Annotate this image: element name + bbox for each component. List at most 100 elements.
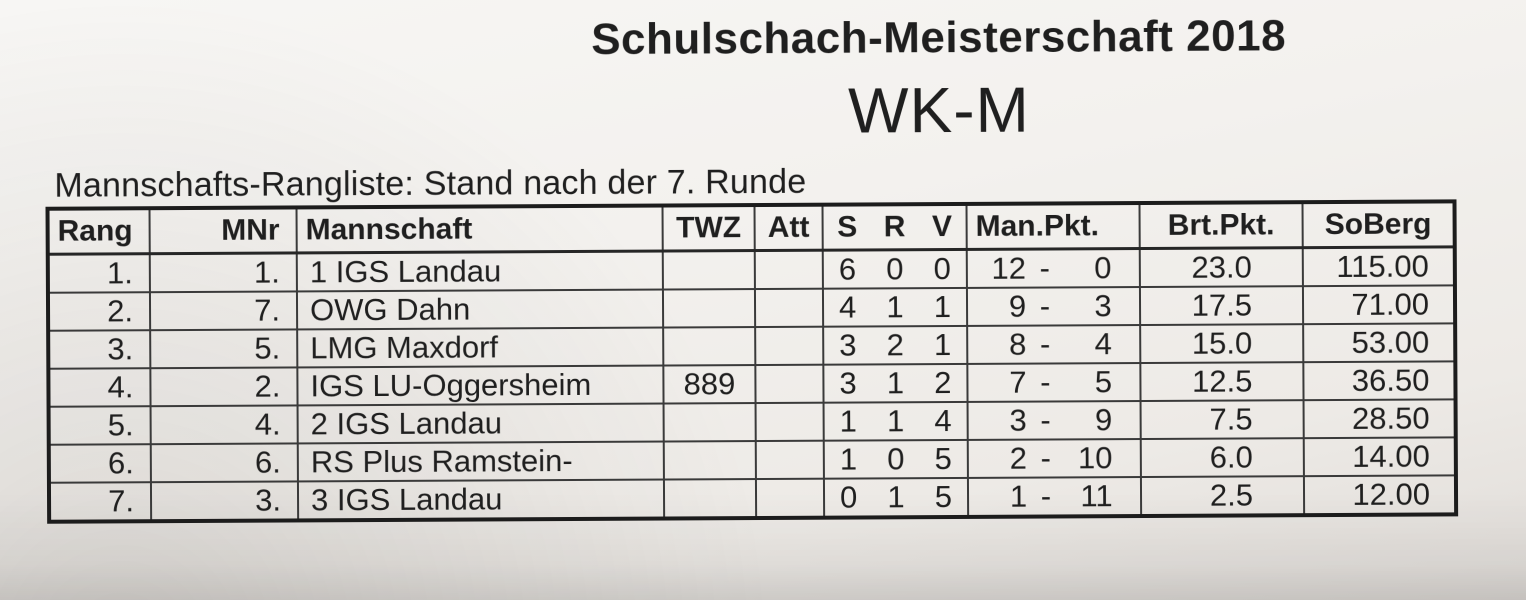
cell-r: 0 [886, 251, 904, 287]
ranking-caption: Mannschafts-Rangliste: Stand nach der 7.… [54, 162, 807, 205]
cell-srv: 6 0 0 [822, 249, 967, 289]
cell-rang: 7. [48, 482, 152, 522]
col-header-brt-pkt: Brt.Pkt. [1139, 202, 1303, 249]
cell-r: 1 [886, 289, 904, 325]
cell-soberg: 14.00 [1303, 437, 1456, 477]
cell-r: 0 [887, 441, 905, 477]
cell-mnr: 4. [150, 405, 298, 445]
cell-s: 0 [839, 479, 858, 515]
cell-mannschaft: LMG Maxdorf [297, 327, 664, 368]
cell-s: 3 [839, 327, 857, 363]
cell-man-pkt: 3 - 9 [967, 401, 1141, 440]
cell-s: 4 [838, 289, 857, 325]
category-title: WK-M [847, 73, 1031, 147]
col-header-s: S [837, 210, 858, 244]
cell-s: 3 [839, 365, 857, 401]
man-pkt-lost: 3 [1094, 288, 1112, 324]
man-pkt-lost: 5 [1094, 364, 1113, 400]
col-header-att: Att [754, 204, 823, 251]
cell-srv: 1 1 4 [823, 401, 968, 441]
cell-soberg: 12.00 [1303, 475, 1457, 516]
cell-brt-pkt: 12.5 [1140, 362, 1304, 402]
man-pkt-separator: - [1039, 250, 1051, 286]
cell-twz: 889 [663, 365, 756, 404]
cell-man-pkt: 12 - 0 [966, 248, 1140, 288]
cell-mnr: 7. [149, 291, 298, 331]
man-pkt-won: 2 [1009, 440, 1028, 476]
cell-srv: 3 2 1 [823, 325, 968, 365]
cell-srv: 3 1 2 [823, 363, 968, 403]
cell-rang: 3. [48, 330, 151, 369]
cell-s: 6 [838, 251, 857, 287]
cell-r: 1 [886, 365, 905, 401]
man-pkt-separator: - [1040, 478, 1052, 514]
cell-att [754, 250, 823, 290]
cell-rang: 1. [47, 253, 150, 293]
col-header-rang: Rang [47, 208, 150, 255]
cell-r: 1 [887, 479, 905, 515]
man-pkt-separator: - [1040, 364, 1051, 400]
cell-att [755, 364, 824, 404]
cell-v: 2 [934, 365, 952, 401]
cell-mnr: 1. [149, 252, 297, 293]
man-pkt-separator: - [1039, 288, 1051, 324]
cell-soberg: 36.50 [1303, 361, 1456, 401]
cell-v: 5 [934, 479, 953, 515]
cell-brt-pkt: 15.0 [1140, 324, 1304, 364]
cell-v: 1 [933, 327, 952, 363]
page-title: Schulschach-Meisterschaft 2018 [591, 11, 1287, 64]
cell-brt-pkt: 7.5 [1140, 400, 1304, 440]
cell-mannschaft: RS Plus Ramstein- [297, 441, 664, 482]
col-header-mnr: MNr [149, 207, 297, 254]
cell-soberg: 115.00 [1302, 246, 1455, 287]
cell-soberg: 71.00 [1302, 285, 1456, 325]
cell-man-pkt: 2 - 10 [967, 439, 1141, 478]
cell-brt-pkt: 6.0 [1140, 438, 1304, 478]
cell-srv: 4 1 1 [822, 287, 968, 327]
table-header-row: Rang MNr Mannschaft TWZ Att S R V Man.Pk… [47, 201, 1455, 255]
cell-man-pkt: 8 - 4 [967, 325, 1141, 364]
man-pkt-won: 3 [1009, 402, 1027, 438]
cell-srv: 0 1 5 [823, 477, 969, 518]
cell-mnr: 2. [150, 367, 298, 407]
cell-mnr: 6. [150, 443, 298, 483]
cell-mnr: 3. [150, 481, 299, 522]
cell-brt-pkt: 17.5 [1139, 286, 1304, 326]
cell-att [755, 326, 824, 366]
cell-brt-pkt: 23.0 [1139, 247, 1303, 288]
cell-rang: 6. [48, 444, 151, 483]
cell-rang: 2. [47, 292, 151, 331]
col-header-v: V [931, 210, 953, 244]
cell-v: 4 [934, 403, 952, 439]
col-header-r: R [883, 210, 906, 244]
ranking-table: Rang MNr Mannschaft TWZ Att S R V Man.Pk… [45, 199, 1459, 524]
cell-man-pkt: 7 - 5 [967, 363, 1141, 402]
cell-rang: 5. [48, 406, 151, 445]
col-header-srv: S R V [822, 203, 967, 251]
cell-v: 5 [934, 441, 952, 477]
col-header-twz: TWZ [662, 205, 755, 252]
man-pkt-lost: 11 [1080, 478, 1113, 514]
man-pkt-won: 9 [1008, 288, 1027, 324]
cell-att [755, 440, 824, 480]
cell-mannschaft: 1 IGS Landau [296, 251, 663, 292]
cell-soberg: 28.50 [1303, 399, 1456, 439]
cell-twz [662, 250, 755, 290]
man-pkt-lost: 0 [1094, 250, 1112, 286]
col-header-soberg: SoBerg [1302, 201, 1455, 248]
man-pkt-won: 8 [1009, 326, 1027, 362]
cell-twz [663, 403, 756, 442]
table-row: 7. 3. 3 IGS Landau 0 1 5 1 - 11 [48, 475, 1457, 522]
col-header-mannschaft: Mannschaft [296, 205, 663, 253]
cell-twz [663, 441, 756, 480]
cell-v: 1 [933, 289, 952, 325]
cell-man-pkt: 1 - 11 [967, 477, 1142, 517]
cell-s: 1 [839, 441, 858, 477]
cell-mannschaft: 2 IGS Landau [297, 403, 664, 444]
cell-r: 2 [886, 327, 904, 363]
cell-mnr: 5. [150, 329, 298, 369]
man-pkt-lost: 9 [1094, 402, 1113, 438]
cell-twz [663, 479, 757, 519]
cell-brt-pkt: 2.5 [1140, 476, 1305, 517]
